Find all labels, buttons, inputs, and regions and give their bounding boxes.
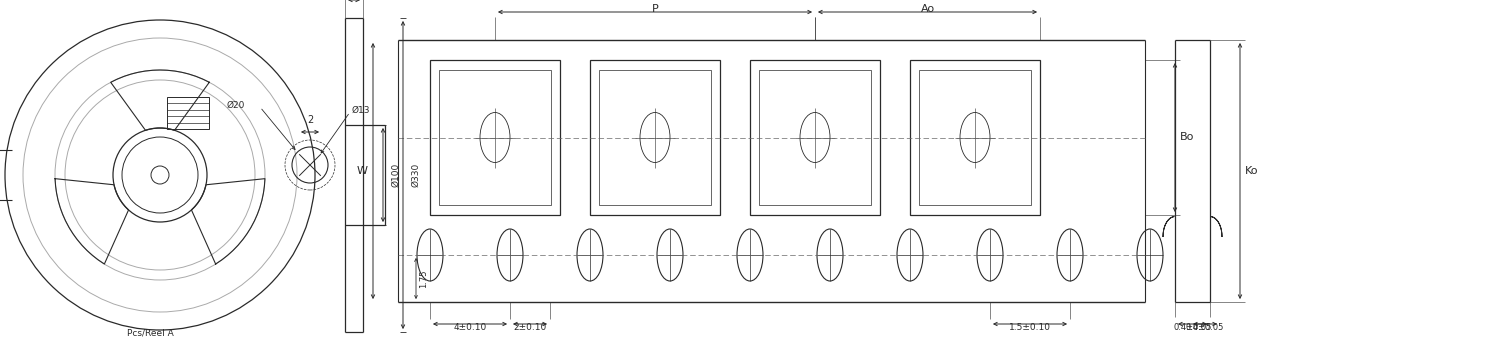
Text: Ø20: Ø20 xyxy=(226,100,246,110)
Text: Ø100: Ø100 xyxy=(391,163,400,187)
Text: 2: 2 xyxy=(307,115,312,125)
Bar xyxy=(167,97,208,129)
Text: 1.75: 1.75 xyxy=(420,269,429,288)
Text: Ø330: Ø330 xyxy=(411,163,420,187)
Bar xyxy=(750,60,879,215)
Text: Bo: Bo xyxy=(1180,133,1195,142)
Bar xyxy=(920,70,1031,205)
Bar xyxy=(591,60,720,215)
Text: Pcs/Reel A: Pcs/Reel A xyxy=(126,329,174,338)
Text: Ao: Ao xyxy=(921,4,934,14)
Text: Ø13: Ø13 xyxy=(353,105,371,114)
Bar xyxy=(759,70,870,205)
Text: W: W xyxy=(357,166,368,176)
Text: 0.4±0.05: 0.4±0.05 xyxy=(1186,323,1225,332)
Bar xyxy=(439,70,551,205)
Text: 0.4±0.05: 0.4±0.05 xyxy=(1174,323,1211,332)
Bar xyxy=(911,60,1040,215)
Text: 1.5±0.10: 1.5±0.10 xyxy=(1009,323,1051,332)
Text: 4±0.10: 4±0.10 xyxy=(454,323,487,332)
Text: P: P xyxy=(652,4,658,14)
Bar xyxy=(430,60,559,215)
Text: Ko: Ko xyxy=(1245,166,1259,176)
Bar xyxy=(600,70,711,205)
Text: 2±0.10: 2±0.10 xyxy=(513,323,546,332)
